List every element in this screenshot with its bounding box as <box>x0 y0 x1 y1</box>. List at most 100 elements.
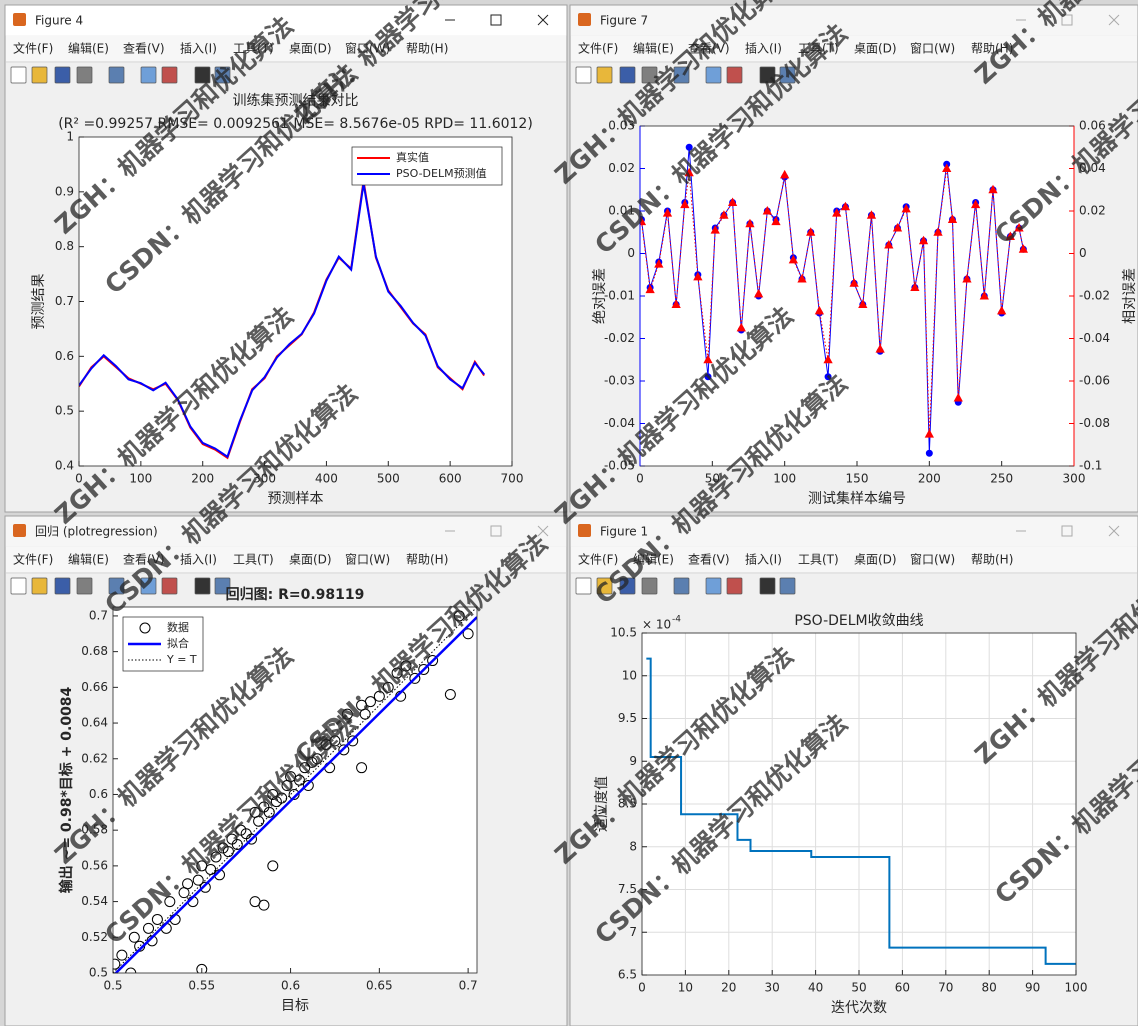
toolbar-button[interactable] <box>54 577 71 595</box>
close-button[interactable] <box>1108 525 1120 537</box>
toolbar-button[interactable] <box>673 577 690 595</box>
menu-item[interactable]: 文件(F) <box>578 41 618 56</box>
x-tick-label: 0.55 <box>188 979 215 993</box>
toolbar-button[interactable] <box>140 66 157 84</box>
menu-item[interactable]: 桌面(D) <box>854 553 897 567</box>
menu-item[interactable]: 编辑(E) <box>633 41 674 56</box>
toolbar-button[interactable] <box>214 66 231 84</box>
toolbar-button[interactable] <box>641 66 658 84</box>
menu-item[interactable]: 窗口(W) <box>910 553 955 567</box>
data-point <box>125 967 137 973</box>
menu-item[interactable]: 插入(I) <box>180 553 217 567</box>
toolbar-button[interactable] <box>705 577 722 595</box>
toolbar-button[interactable] <box>76 66 93 84</box>
toolbar-button[interactable] <box>596 577 613 595</box>
menu-item[interactable]: 编辑(E) <box>633 552 674 567</box>
toolbar-button[interactable] <box>705 66 722 84</box>
toolbar-button[interactable] <box>31 66 48 84</box>
menu-item[interactable]: 工具(T) <box>798 42 839 56</box>
data-point <box>267 860 279 872</box>
toolbar-button[interactable] <box>31 577 48 595</box>
toolbar-button[interactable] <box>161 577 178 595</box>
close-button[interactable] <box>537 14 549 26</box>
maximize-button[interactable] <box>490 525 502 537</box>
toolbar-button[interactable] <box>619 66 636 84</box>
toolbar-button[interactable] <box>194 66 211 84</box>
toolbar-button[interactable] <box>575 577 592 595</box>
series-line <box>79 183 485 459</box>
toolbar-button[interactable] <box>726 577 743 595</box>
toolbar-button[interactable] <box>194 577 211 595</box>
data-point <box>849 278 859 287</box>
toolbar-button[interactable] <box>140 577 157 595</box>
menu-item[interactable]: 编辑(E) <box>68 552 109 567</box>
data-point <box>788 254 798 264</box>
data-point <box>645 284 655 294</box>
y-tick-label: 0.01 <box>608 204 635 218</box>
toolbar-button[interactable] <box>161 66 178 84</box>
window-icon <box>578 524 591 537</box>
toolbar-button[interactable] <box>214 577 231 595</box>
menu-item[interactable]: 插入(I) <box>745 553 782 567</box>
menu-item[interactable]: 文件(F) <box>578 552 618 567</box>
x-tick-label: 0.5 <box>103 979 122 993</box>
menu-item[interactable]: 文件(F) <box>13 552 53 567</box>
x-tick-label: 700 <box>501 472 524 486</box>
menu-item[interactable]: 窗口(W) <box>345 553 390 567</box>
menu-item[interactable]: 帮助(H) <box>406 553 448 567</box>
x-tick-label: 300 <box>1063 472 1086 486</box>
menu-item[interactable]: 帮助(H) <box>406 42 448 56</box>
menu-item[interactable]: 编辑(E) <box>68 41 109 56</box>
toolbar-button[interactable] <box>779 66 796 84</box>
maximize-button[interactable] <box>1061 14 1073 26</box>
menu-item[interactable]: 工具(T) <box>233 42 274 56</box>
toolbar-button[interactable] <box>779 577 796 595</box>
menu-item[interactable]: 查看(V) <box>688 42 730 56</box>
menu-item[interactable]: 帮助(H) <box>971 553 1013 567</box>
toolbar-button[interactable] <box>596 66 613 84</box>
menu-item[interactable]: 帮助(H) <box>971 42 1013 56</box>
toolbar-button[interactable] <box>673 66 690 84</box>
series-group <box>113 607 477 973</box>
menu-item[interactable]: 窗口(W) <box>910 42 955 56</box>
menu-item[interactable]: 插入(I) <box>180 42 217 56</box>
data-point <box>364 696 376 708</box>
data-point <box>306 756 318 768</box>
close-button[interactable] <box>1108 14 1120 26</box>
menu-item[interactable]: 桌面(D) <box>289 42 332 56</box>
toolbar-button[interactable] <box>575 66 592 84</box>
window-icon <box>578 13 591 26</box>
title-bar <box>570 5 1138 36</box>
close-button[interactable] <box>537 525 549 537</box>
menu-item[interactable]: 查看(V) <box>123 42 165 56</box>
toolbar-button[interactable] <box>726 66 743 84</box>
toolbar-button[interactable] <box>108 577 125 595</box>
toolbar-button[interactable] <box>641 577 658 595</box>
menu-item[interactable]: 窗口(W) <box>345 42 390 56</box>
menu-item[interactable]: 查看(V) <box>688 553 730 567</box>
toolbar-button[interactable] <box>10 577 27 595</box>
toolbar-button[interactable] <box>108 66 125 84</box>
menu-item[interactable]: 查看(V) <box>123 553 165 567</box>
menu-item[interactable]: 工具(T) <box>233 553 274 567</box>
menu-item[interactable]: 工具(T) <box>798 553 839 567</box>
toolbar-button[interactable] <box>759 577 776 595</box>
data-point <box>263 806 275 818</box>
toolbar-button[interactable] <box>54 66 71 84</box>
legend-swatch <box>139 622 151 634</box>
y-tick-label: 0.4 <box>55 459 74 473</box>
data-point <box>662 208 673 217</box>
data-point <box>901 203 911 213</box>
maximize-button[interactable] <box>1061 525 1073 537</box>
menu-item[interactable]: 桌面(D) <box>289 553 332 567</box>
data-point <box>685 143 693 151</box>
menu-item[interactable]: 桌面(D) <box>854 42 897 56</box>
toolbar-button[interactable] <box>759 66 776 84</box>
toolbar-button[interactable] <box>10 66 27 84</box>
toolbar-button[interactable] <box>619 577 636 595</box>
toolbar-button[interactable] <box>76 577 93 595</box>
maximize-button[interactable] <box>490 14 502 26</box>
menu-item[interactable]: 插入(I) <box>745 42 782 56</box>
title-bar <box>5 516 567 547</box>
menu-item[interactable]: 文件(F) <box>13 41 53 56</box>
